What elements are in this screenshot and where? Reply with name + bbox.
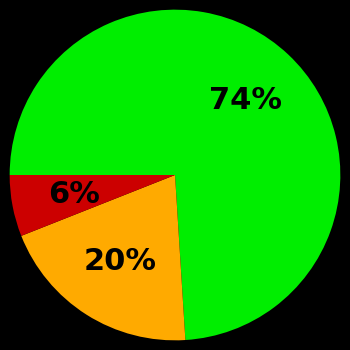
- Wedge shape: [21, 175, 186, 340]
- Wedge shape: [10, 10, 340, 340]
- Text: 20%: 20%: [84, 247, 156, 276]
- Text: 6%: 6%: [48, 180, 100, 209]
- Text: 74%: 74%: [209, 86, 282, 115]
- Wedge shape: [10, 175, 175, 236]
